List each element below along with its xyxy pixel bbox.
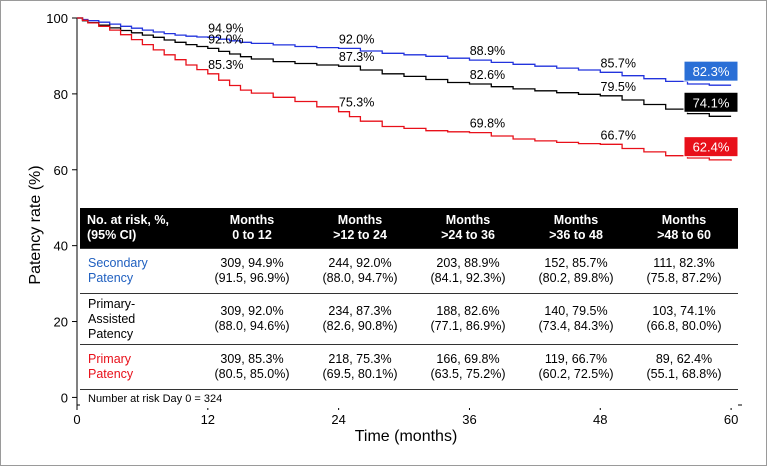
y-tick-label: 80	[54, 87, 68, 102]
point-label: 69.8%	[470, 117, 505, 131]
point-label: 88.9%	[470, 44, 505, 58]
point-label: 94.9%	[208, 21, 243, 35]
x-axis-title: Time (months)	[355, 428, 458, 445]
row-label-primary: Primary Patency	[80, 344, 198, 390]
point-label: 92.0%	[208, 32, 243, 46]
table-cell: 309, 94.9% (91.5, 96.9%)	[198, 248, 306, 294]
table-cell: 89, 62.4% (55.1, 68.8%)	[630, 344, 738, 390]
x-tick-label: 36	[462, 412, 476, 427]
y-axis-title: Patency rate (%)	[27, 165, 44, 284]
table-cell: 119, 66.7% (60.2, 72.5%)	[522, 344, 630, 390]
end-badges: 82.3% 74.1% 62.4%	[683, 60, 739, 158]
end-value-badge	[683, 136, 739, 158]
point-label: 79.5%	[601, 80, 636, 94]
table-row: Secondary Patency 309, 94.9% (91.5, 96.9%)…	[80, 248, 738, 294]
header-cell: No. at risk, %, (95% CI)	[80, 208, 198, 249]
header-cell: Months >48 to 60	[630, 208, 738, 249]
table-row: Primary- Assisted Patency 309, 92.0% (88.0,…	[80, 293, 738, 345]
table-header-row: No. at risk, %, (95% CI) Months 0 to 12 Mo…	[80, 208, 738, 249]
table-cell: 103, 74.1% (66.8, 80.0%)	[630, 293, 738, 345]
table-cell: 152, 85.7% (80.2, 89.8%)	[522, 248, 630, 294]
y-tick-label: 40	[54, 239, 68, 254]
point-label: 92.0%	[339, 32, 374, 46]
x-tick-label: 24	[331, 412, 345, 427]
table-cell: 140, 79.5% (73.4, 84.3%)	[522, 293, 630, 345]
table-row: Primary Patency 309, 85.3% (80.5, 85.0%) 2…	[80, 344, 738, 390]
x-tick-label: 48	[593, 412, 607, 427]
table-cell: 203, 88.9% (84.1, 92.3%)	[414, 248, 522, 294]
x-tick-label: 60	[724, 412, 738, 427]
number-at-risk-table: No. at risk, %, (95% CI) Months 0 to 12 Mo…	[80, 208, 738, 408]
axes: 0 20 40 60 80 100 0 12 24 36 48 60	[46, 11, 742, 427]
x-tick-label: 12	[201, 412, 215, 427]
y-tick-label: 20	[54, 315, 68, 330]
point-label: 66.7%	[601, 128, 636, 142]
secondary-patency-line	[77, 17, 732, 86]
primary-assisted-patency-line	[77, 17, 732, 117]
end-value-label: 82.3%	[693, 64, 730, 79]
table-cell: 188, 82.6% (77.1, 86.9%)	[414, 293, 522, 345]
point-label: 75.3%	[339, 96, 374, 110]
series-layer	[77, 17, 732, 161]
row-label-secondary: Secondary Patency	[80, 248, 198, 294]
table-cell: 218, 75.3% (69.5, 80.1%)	[306, 344, 414, 390]
point-label: 87.3%	[339, 50, 374, 64]
header-cell: Months >36 to 48	[522, 208, 630, 249]
x-tick-label: 0	[73, 412, 80, 427]
table-cell: 244, 92.0% (88.0, 94.7%)	[306, 248, 414, 294]
point-label: 85.3%	[208, 58, 243, 72]
end-value-badge	[683, 91, 739, 113]
header-cell: Months >24 to 36	[414, 208, 522, 249]
point-label: 85.7%	[601, 56, 636, 70]
table-footer-row: Number at risk Day 0 = 324	[80, 389, 738, 408]
table-cell: 234, 87.3% (82.6, 90.8%)	[306, 293, 414, 345]
end-value-label: 62.4%	[693, 140, 730, 155]
y-tick-label: 100	[46, 11, 68, 26]
row-label-primary-assisted: Primary- Assisted Patency	[80, 293, 198, 345]
end-value-badge	[683, 60, 739, 82]
header-cell: Months 0 to 12	[198, 208, 306, 249]
number-at-risk-footnote: Number at risk Day 0 = 324	[80, 389, 738, 408]
y-tick-label: 60	[54, 163, 68, 178]
table-cell: 166, 69.8% (63.5, 75.2%)	[414, 344, 522, 390]
point-labels: 94.9%92.0%88.9%85.7%92.0%87.3%82.6%79.5%…	[208, 21, 636, 142]
header-cell: Months >12 to 24	[306, 208, 414, 249]
point-label: 82.6%	[470, 68, 505, 82]
y-tick-label: 0	[61, 390, 68, 405]
table-cell: 309, 85.3% (80.5, 85.0%)	[198, 344, 306, 390]
table-cell: 309, 92.0% (88.0, 94.6%)	[198, 293, 306, 345]
table-cell: 111, 82.3% (75.8, 87.2%)	[630, 248, 738, 294]
end-value-label: 74.1%	[693, 95, 730, 110]
primary-patency-line	[77, 17, 732, 161]
